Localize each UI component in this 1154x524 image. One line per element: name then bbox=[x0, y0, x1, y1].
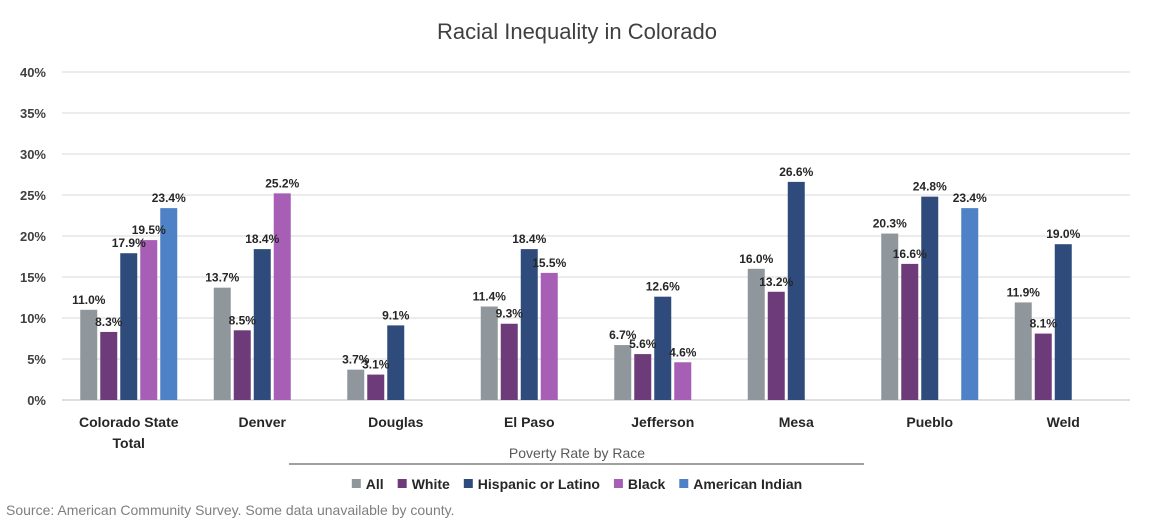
data-label: 3.1% bbox=[362, 358, 390, 372]
legend-swatch bbox=[397, 479, 407, 488]
bar-black bbox=[540, 272, 558, 400]
legend-label: American Indian bbox=[693, 476, 802, 492]
bar-white bbox=[233, 330, 251, 400]
y-tick-label: 0% bbox=[27, 393, 46, 408]
y-axis-ticks: 0% 5% 10% 15% 20% 25% 30% 35% 40% bbox=[20, 65, 46, 408]
data-label: 26.6% bbox=[779, 165, 813, 179]
bar-white bbox=[1034, 333, 1052, 400]
data-label: 6.7% bbox=[609, 328, 637, 342]
bar-white bbox=[367, 374, 385, 400]
bar-all bbox=[347, 369, 365, 400]
legend-label: White bbox=[412, 476, 450, 492]
x-tick-label: Mesa bbox=[779, 414, 814, 430]
bar-white bbox=[767, 291, 785, 400]
data-label: 15.5% bbox=[532, 256, 566, 270]
data-label: 25.2% bbox=[265, 176, 299, 190]
bar-black bbox=[273, 193, 291, 400]
data-label: 9.1% bbox=[382, 308, 410, 322]
bar-white bbox=[634, 354, 652, 400]
x-tick-label: Jefferson bbox=[631, 414, 694, 430]
data-label: 16.6% bbox=[893, 247, 927, 261]
source-note: Source: American Community Survey. Some … bbox=[6, 502, 455, 518]
x-tick-label: Douglas bbox=[368, 414, 423, 430]
bar-white bbox=[901, 263, 919, 400]
data-label: 11.0% bbox=[72, 293, 106, 307]
bar-black bbox=[140, 240, 158, 400]
y-tick-label: 20% bbox=[20, 229, 46, 244]
data-label: 9.3% bbox=[496, 307, 524, 321]
bar-all bbox=[80, 309, 98, 400]
chart-title: Racial Inequality in Colorado bbox=[437, 19, 717, 44]
x-tick-label: Total bbox=[113, 435, 145, 451]
x-axis-ticks: Colorado State Total Denver Douglas El Paso J… bbox=[79, 414, 1080, 451]
bar-all bbox=[747, 268, 765, 400]
bar-all bbox=[480, 306, 498, 400]
bar-hispanic-or-latino bbox=[921, 196, 939, 400]
data-label: 19.0% bbox=[1046, 227, 1080, 241]
bar-american-indian bbox=[961, 208, 979, 400]
bar-black bbox=[674, 362, 692, 400]
legend-swatch bbox=[679, 479, 689, 488]
data-label: 8.3% bbox=[95, 315, 123, 329]
data-label: 8.1% bbox=[1030, 317, 1058, 331]
data-label: 20.3% bbox=[873, 217, 907, 231]
y-tick-label: 15% bbox=[20, 270, 46, 285]
data-label: 24.8% bbox=[913, 180, 947, 194]
data-labels: 11.0% 8.3% 17.9%19.5% 23.4% 13.7% 8.5% 18.4% 25… bbox=[72, 165, 1081, 372]
legend-label: All bbox=[366, 476, 384, 492]
legend: All White Hispanic or Latino Black American … bbox=[351, 476, 802, 492]
data-label: 11.4% bbox=[473, 290, 507, 304]
bar-hispanic-or-latino bbox=[120, 253, 138, 400]
bars bbox=[80, 181, 1072, 400]
data-label: 11.9% bbox=[1007, 285, 1041, 299]
data-label: 4.6% bbox=[669, 345, 697, 359]
legend-swatch bbox=[463, 479, 473, 488]
bar-all bbox=[881, 233, 899, 400]
bar-hispanic-or-latino bbox=[654, 296, 672, 400]
bar-all bbox=[614, 345, 632, 400]
y-tick-label: 40% bbox=[20, 65, 46, 80]
y-tick-label: 5% bbox=[27, 352, 46, 367]
bar-hispanic-or-latino bbox=[520, 249, 538, 400]
data-label: 13.7% bbox=[205, 271, 239, 285]
data-label: 16.0% bbox=[739, 252, 773, 266]
y-tick-label: 30% bbox=[20, 147, 46, 162]
x-tick-label: Pueblo bbox=[906, 414, 953, 430]
y-tick-label: 25% bbox=[20, 188, 46, 203]
data-label: 5.6% bbox=[629, 337, 657, 351]
bar-american-indian bbox=[160, 208, 178, 400]
x-axis-title: Poverty Rate by Race bbox=[509, 445, 645, 461]
data-label: 12.6% bbox=[646, 280, 680, 294]
x-tick-label: Colorado State bbox=[79, 414, 179, 430]
y-tick-label: 35% bbox=[20, 106, 46, 121]
x-tick-label: Weld bbox=[1047, 414, 1080, 430]
legend-swatch bbox=[351, 479, 361, 488]
bar-hispanic-or-latino bbox=[787, 181, 805, 400]
data-label: 18.4% bbox=[512, 232, 546, 246]
data-label: 8.5% bbox=[229, 313, 257, 327]
data-label: 17.9% bbox=[112, 236, 146, 250]
bar-all bbox=[213, 287, 231, 400]
bar-all bbox=[1014, 302, 1032, 400]
bar-white bbox=[100, 331, 118, 400]
data-label: 19.5% bbox=[132, 223, 166, 237]
legend-label: Hispanic or Latino bbox=[478, 476, 600, 492]
data-label: 23.4% bbox=[953, 191, 987, 205]
y-tick-label: 10% bbox=[20, 311, 46, 326]
data-label: 3.7% bbox=[342, 353, 370, 367]
bar-white bbox=[500, 323, 518, 400]
data-label: 23.4% bbox=[152, 191, 186, 205]
x-tick-label: El Paso bbox=[504, 414, 555, 430]
bar-hispanic-or-latino bbox=[253, 249, 271, 400]
legend-swatch bbox=[613, 479, 623, 488]
x-tick-label: Denver bbox=[239, 414, 287, 430]
data-label: 18.4% bbox=[245, 232, 279, 246]
legend-label: Black bbox=[628, 476, 666, 492]
data-label: 13.2% bbox=[759, 275, 793, 289]
bar-hispanic-or-latino bbox=[387, 325, 405, 400]
bar-hispanic-or-latino bbox=[1054, 244, 1072, 400]
